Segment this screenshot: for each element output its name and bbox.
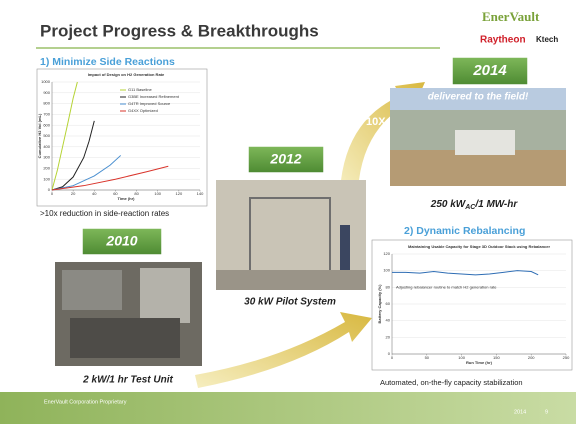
series-line	[392, 270, 539, 276]
x-tick-label: 120	[176, 191, 183, 196]
caption: >10x reduction in side-reaction rates	[40, 209, 169, 218]
arrow	[340, 82, 425, 190]
photo-detail	[216, 270, 366, 290]
legend-label: G11 Baseline	[128, 87, 152, 92]
footer-band	[0, 392, 576, 424]
photo-detail	[390, 150, 566, 186]
x-tick-label: 20	[71, 191, 76, 196]
legend-label: G4XX Optimized	[128, 108, 158, 113]
year: 2010	[105, 233, 137, 249]
photo-detail	[140, 268, 190, 323]
x-tick-label: 100	[458, 355, 465, 360]
year: 2012	[269, 151, 301, 167]
y-tick-label: 40	[386, 318, 391, 323]
series-line	[51, 155, 122, 191]
logo: Raytheon	[480, 35, 526, 46]
footer-year: 2014	[514, 409, 526, 415]
caption: 30 kW Pilot System	[244, 297, 336, 308]
y-tick-label: 900	[43, 90, 50, 95]
y-tick-label: 400	[43, 144, 50, 149]
legend-label: G4TR Improved Source	[128, 101, 171, 106]
y-tick-label: 80	[386, 284, 391, 289]
year: 2014	[472, 62, 507, 79]
photo-detail	[455, 130, 515, 155]
slide-title: Project Progress & Breakthroughs	[40, 21, 319, 40]
y-tick-label: 700	[43, 111, 50, 116]
photo-banner: delivered to the field!	[428, 92, 529, 103]
y-tick-label: 200	[43, 165, 50, 170]
section-heading: 2) Dynamic Rebalancing	[404, 225, 525, 237]
caption: Automated, on-the-fly capacity stabiliza…	[380, 378, 523, 387]
x-tick-label: 200	[528, 355, 535, 360]
y-axis-label: Battery Capacity (%)	[377, 284, 382, 324]
y-tick-label: 800	[43, 101, 50, 106]
x-tick-label: 100	[154, 191, 161, 196]
x-tick-label: 50	[425, 355, 430, 360]
legend-label: G3BE Increased Refinement	[128, 94, 180, 99]
caption-subscript: AC	[464, 204, 476, 211]
page-number: 9	[545, 409, 548, 415]
x-tick-label: 60	[113, 191, 118, 196]
y-tick-label: 1000	[41, 79, 51, 84]
photo-detail	[62, 270, 122, 310]
chart-title: Impact of Design on H2 Generation Rate	[88, 72, 165, 77]
year-box	[247, 145, 325, 174]
chart-title: Maintaining Usable Capacity for Stage 3D…	[408, 244, 550, 249]
photo-detail	[70, 318, 180, 358]
annotation: Adjusting rebalancer routine to match H2…	[396, 284, 497, 289]
x-tick-label: 0	[51, 191, 54, 196]
x-axis-label: Time (hr)	[117, 196, 135, 201]
y-tick-label: 500	[43, 133, 50, 138]
chart-frame	[371, 239, 573, 371]
y-tick-label: 60	[386, 301, 391, 306]
y-axis-label: Cumulative H2 Vol (mL)	[37, 113, 42, 158]
year-box	[81, 227, 163, 256]
series-line	[51, 120, 95, 191]
y-tick-label: 20	[386, 334, 391, 339]
logo: EnerVault	[482, 9, 540, 24]
series-line	[51, 81, 78, 191]
y-tick-label: 300	[43, 155, 50, 160]
photo-detail	[340, 225, 350, 270]
y-tick-label: 600	[43, 122, 50, 127]
caption-part: 250 kW	[430, 199, 467, 210]
footer-text: EnerVault Corporation Proprietary	[44, 399, 127, 405]
x-axis-label: Run Time (hr)	[466, 360, 493, 365]
photo-detail	[390, 88, 566, 110]
y-tick-label: 100	[43, 176, 50, 181]
caption: 250 kWAC/1 MW-hr	[430, 199, 519, 211]
x-tick-label: 40	[92, 191, 97, 196]
section-heading: 1) Minimize Side Reactions	[40, 56, 175, 68]
arrow-label: 10X	[265, 340, 285, 352]
logo: Ktech	[536, 35, 558, 44]
x-tick-label: 150	[493, 355, 500, 360]
y-tick-label: 0	[48, 187, 51, 192]
x-tick-label: 140	[197, 191, 204, 196]
caption: 2 kW/1 hr Test Unit	[82, 375, 173, 386]
caption-part: /1 MW-hr	[474, 199, 518, 210]
y-tick-label: 120	[383, 251, 390, 256]
y-tick-label: 0	[388, 351, 391, 356]
arrow-label: 10X	[366, 116, 386, 128]
y-tick-label: 100	[383, 268, 390, 273]
arrow	[195, 312, 372, 388]
x-tick-label: 80	[134, 191, 139, 196]
series-line	[51, 165, 169, 191]
x-tick-label: 250	[563, 355, 570, 360]
chart-frame	[36, 68, 208, 207]
year-box	[451, 56, 529, 86]
x-tick-label: 0	[391, 355, 394, 360]
